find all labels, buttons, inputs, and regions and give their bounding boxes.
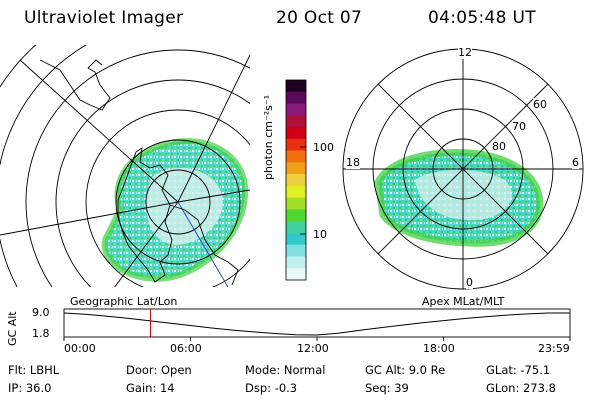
colorbar-band — [286, 80, 306, 93]
colorbar-tick-100: 100 — [313, 141, 334, 154]
colorbar-band — [286, 138, 306, 152]
mlt-label-6: 6 — [572, 156, 579, 169]
colorbar-tick-10: 10 — [313, 228, 327, 241]
status-ip: IP: 36.0 — [8, 381, 52, 395]
status-filter: Flt: LBHL — [8, 363, 60, 377]
time-tick-0600: 06:00 — [170, 342, 202, 355]
status-door: Door: Open — [126, 363, 192, 377]
colorbar-band — [286, 185, 306, 199]
colorbar-band — [286, 221, 306, 234]
altitude-axis-label: GC Alt — [6, 311, 19, 346]
status-gc-alt: GC Alt: 9.0 Re — [365, 363, 446, 377]
colorbar-band — [286, 115, 306, 128]
colorbar-band — [286, 103, 306, 116]
status-seq: Seq: 39 — [365, 381, 409, 395]
colorbar-band — [286, 150, 306, 163]
colorbar — [286, 80, 306, 281]
apex-map — [374, 149, 544, 247]
status-dsp: Dsp: -0.3 — [245, 381, 298, 395]
colorbar-band — [286, 197, 306, 210]
mlat-label-80: 80 — [492, 140, 506, 153]
mlt-label-0: 0 — [466, 276, 473, 289]
colorbar-band — [286, 127, 306, 140]
instrument-title: Ultraviolet Imager — [24, 8, 184, 28]
mlat-label-60: 60 — [533, 98, 547, 111]
colorbar-band — [286, 174, 306, 187]
colorbar-band — [286, 91, 306, 105]
altitude-plot-frame — [63, 308, 571, 338]
status-mode: Mode: Normal — [245, 363, 326, 377]
time-tick-1800: 18:00 — [423, 342, 455, 355]
status-glon: GLon: 273.8 — [486, 381, 556, 395]
altitude-tick-high: 9.0 — [32, 306, 50, 319]
status-glat: GLat: -75.1 — [486, 363, 551, 377]
altitude-curve — [63, 312, 570, 336]
geographic-map — [0, 45, 250, 287]
colorbar-band — [286, 209, 306, 222]
colorbar-band — [286, 268, 306, 281]
time-label: 04:05:48 UT — [428, 8, 536, 28]
apex-map-label: Apex MLat/MLT — [422, 295, 505, 308]
time-tick-1200: 12:00 — [297, 342, 329, 355]
mlt-label-18: 18 — [346, 156, 360, 169]
geographic-map-label: Geographic Lat/Lon — [70, 295, 178, 308]
colorbar-band — [286, 244, 306, 257]
colorbar-band — [286, 232, 306, 246]
mlat-label-70: 70 — [512, 120, 526, 133]
colorbar-label: photon cm⁻²s⁻¹ — [262, 94, 275, 180]
time-tick-2359: 23:59 — [538, 342, 570, 355]
colorbar-band — [286, 162, 306, 175]
date-label: 20 Oct 07 — [276, 8, 363, 28]
status-gain: Gain: 14 — [126, 381, 175, 395]
mlt-label-12: 12 — [458, 46, 472, 59]
time-tick-0000: 00:00 — [64, 342, 96, 355]
colorbar-band — [286, 256, 306, 269]
altitude-tick-low: 1.8 — [32, 327, 50, 340]
